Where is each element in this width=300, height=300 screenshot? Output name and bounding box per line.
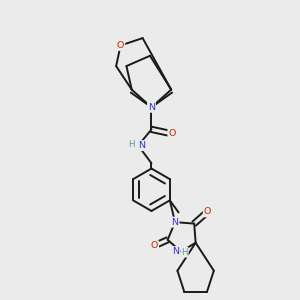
Text: N: N xyxy=(138,141,145,150)
Text: H: H xyxy=(128,140,135,149)
Text: O: O xyxy=(168,129,176,138)
Text: N: N xyxy=(172,218,178,226)
Text: O: O xyxy=(204,207,211,216)
Text: N: N xyxy=(172,247,179,256)
Text: N: N xyxy=(148,103,155,112)
Text: H: H xyxy=(181,248,188,257)
Text: O: O xyxy=(151,241,158,250)
Text: O: O xyxy=(117,41,124,50)
